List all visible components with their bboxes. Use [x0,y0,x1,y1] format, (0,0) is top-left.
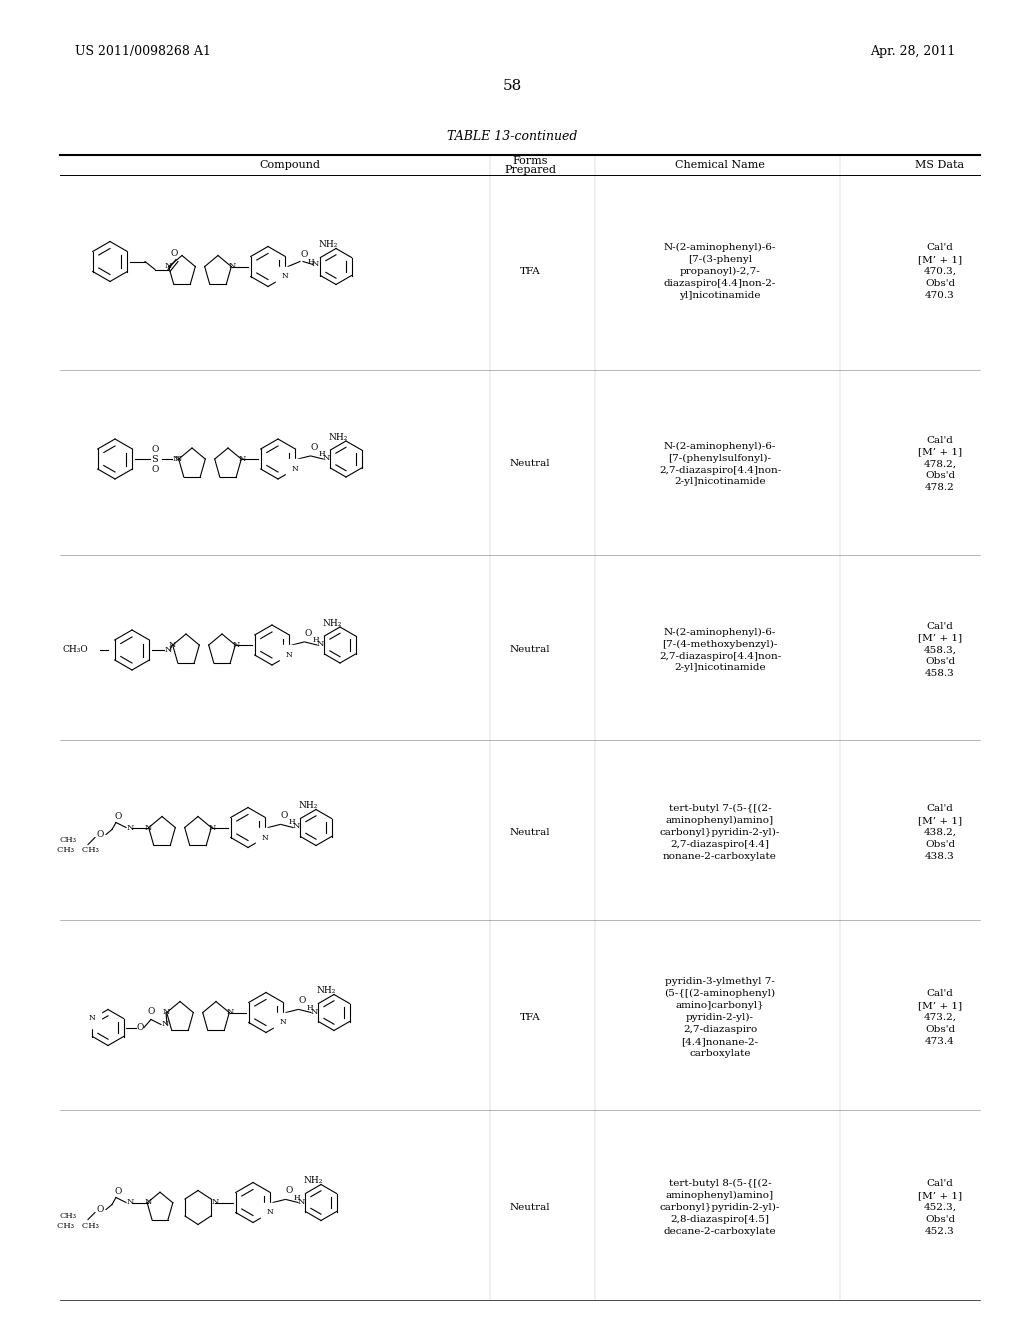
Text: H: H [307,257,314,265]
Text: N: N [208,824,216,832]
Text: N: N [226,1008,233,1016]
Text: O: O [300,249,307,259]
Text: N-(2-aminophenyl)-6-
[7-(phenylsulfonyl)-
2,7-diazaspiro[4.4]non-
2-yl]nicotinam: N-(2-aminophenyl)-6- [7-(phenylsulfonyl)… [658,442,781,486]
Text: N: N [168,642,176,649]
Text: N: N [126,824,134,832]
Text: N: N [297,1197,305,1205]
Text: H: H [318,450,326,458]
Text: N: N [267,1209,273,1217]
Text: Cal'd
[M’ + 1]
470.3,
Obs'd
470.3: Cal'd [M’ + 1] 470.3, Obs'd 470.3 [918,243,963,300]
Text: N: N [232,642,240,649]
Text: N-(2-aminophenyl)-6-
[7-(4-methoxybenzyl)-
2,7-diazaspiro[4.4]non-
2-yl]nicotina: N-(2-aminophenyl)-6- [7-(4-methoxybenzyl… [658,627,781,672]
Text: Cal'd
[M’ + 1]
478.2,
Obs'd
478.2: Cal'd [M’ + 1] 478.2, Obs'd 478.2 [918,436,963,492]
Text: NH₂: NH₂ [318,240,338,249]
Text: N: N [292,465,299,473]
Text: N: N [280,1019,287,1027]
Text: N: N [239,455,246,463]
Text: NH₂: NH₂ [298,801,317,810]
Text: CH₃: CH₃ [59,1212,77,1220]
Text: O: O [152,445,159,454]
Text: NH₂: NH₂ [316,986,336,995]
Text: tert-butyl 8-(5-{[(2-
aminophenyl)amino]
carbonyl}pyridin-2-yl)-
2,8-diazaspiro[: tert-butyl 8-(5-{[(2- aminophenyl)amino]… [659,1179,780,1236]
Text: CH₃O: CH₃O [62,645,88,655]
Text: Cal'd
[M’ + 1]
473.2,
Obs'd
473.4: Cal'd [M’ + 1] 473.2, Obs'd 473.4 [918,990,963,1045]
Text: N: N [163,1008,170,1016]
Text: N: N [310,1007,317,1015]
Text: N: N [311,260,318,268]
Text: N-(2-aminophenyl)-6-
[7-(3-phenyl
propanoyl)-2,7-
diazaspiro[4.4]non-2-
yl]nicot: N-(2-aminophenyl)-6- [7-(3-phenyl propan… [664,243,776,300]
Text: O: O [281,810,288,820]
Text: US 2011/0098268 A1: US 2011/0098268 A1 [75,45,211,58]
Text: N: N [316,640,324,648]
Text: tert-butyl 7-(5-{[(2-
aminophenyl)amino]
carbonyl}pyridin-2-yl)-
2,7-diazaspiro[: tert-butyl 7-(5-{[(2- aminophenyl)amino]… [659,804,780,861]
Text: TABLE 13-continued: TABLE 13-continued [446,129,578,143]
Text: O: O [304,628,311,638]
Text: TFA: TFA [519,1012,541,1022]
Text: N: N [164,645,172,653]
Text: 58: 58 [503,79,521,92]
Text: Prepared: Prepared [504,165,556,176]
Text: N: N [172,455,179,463]
Text: Cal'd
[M’ + 1]
452.3,
Obs'd
452.3: Cal'd [M’ + 1] 452.3, Obs'd 452.3 [918,1179,963,1236]
Text: H: H [306,1003,313,1011]
Text: N: N [164,263,172,271]
Text: O: O [298,997,306,1005]
Text: N: N [286,651,293,659]
Text: N: N [211,1199,219,1206]
Text: H: H [294,1193,300,1201]
Text: O: O [152,465,159,474]
Text: CH₃: CH₃ [59,837,77,845]
Text: O: O [170,249,178,257]
Text: O: O [147,1007,155,1016]
Text: N: N [89,1015,96,1023]
Text: Chemical Name: Chemical Name [675,160,765,170]
Text: Apr. 28, 2011: Apr. 28, 2011 [870,45,955,58]
Text: N: N [162,1020,169,1028]
Text: O: O [96,1205,103,1214]
Text: O: O [286,1185,293,1195]
Text: Neutral: Neutral [510,645,550,655]
Text: Neutral: Neutral [510,459,550,469]
Text: Cal'd
[M’ + 1]
438.2,
Obs'd
438.3: Cal'd [M’ + 1] 438.2, Obs'd 438.3 [918,804,963,861]
Text: N: N [262,833,268,842]
Text: H: H [312,636,319,644]
Text: Cal'd
[M’ + 1]
458.3,
Obs'd
458.3: Cal'd [M’ + 1] 458.3, Obs'd 458.3 [918,622,963,678]
Text: Compound: Compound [259,160,321,170]
Text: NH₂: NH₂ [303,1176,323,1185]
Text: NH₂: NH₂ [323,619,342,627]
Text: N: N [282,272,289,281]
Text: O: O [310,442,317,451]
Text: N: N [144,824,152,832]
Text: Neutral: Neutral [510,828,550,837]
Text: N: N [174,455,181,463]
Text: pyridin-3-ylmethyl 7-
(5-{[(2-aminophenyl)
amino]carbonyl}
pyridin-2-yl)-
2,7-di: pyridin-3-ylmethyl 7- (5-{[(2-aminopheny… [665,977,775,1057]
Text: N: N [323,454,330,462]
Text: TFA: TFA [519,267,541,276]
Text: Forms: Forms [512,156,548,166]
Text: N: N [144,1199,152,1206]
Text: O: O [136,1023,143,1032]
Text: CH₃   CH₃: CH₃ CH₃ [57,846,99,854]
Text: O: O [115,1187,122,1196]
Text: N: N [228,263,236,271]
Text: CH₃   CH₃: CH₃ CH₃ [57,1221,99,1229]
Text: Neutral: Neutral [510,1203,550,1212]
Text: S: S [152,454,159,463]
Text: N: N [126,1199,134,1206]
Text: MS Data: MS Data [915,160,965,170]
Text: N: N [292,822,300,830]
Text: H: H [289,818,295,826]
Text: O: O [115,812,122,821]
Text: NH₂: NH₂ [329,433,348,441]
Text: O: O [96,830,103,840]
